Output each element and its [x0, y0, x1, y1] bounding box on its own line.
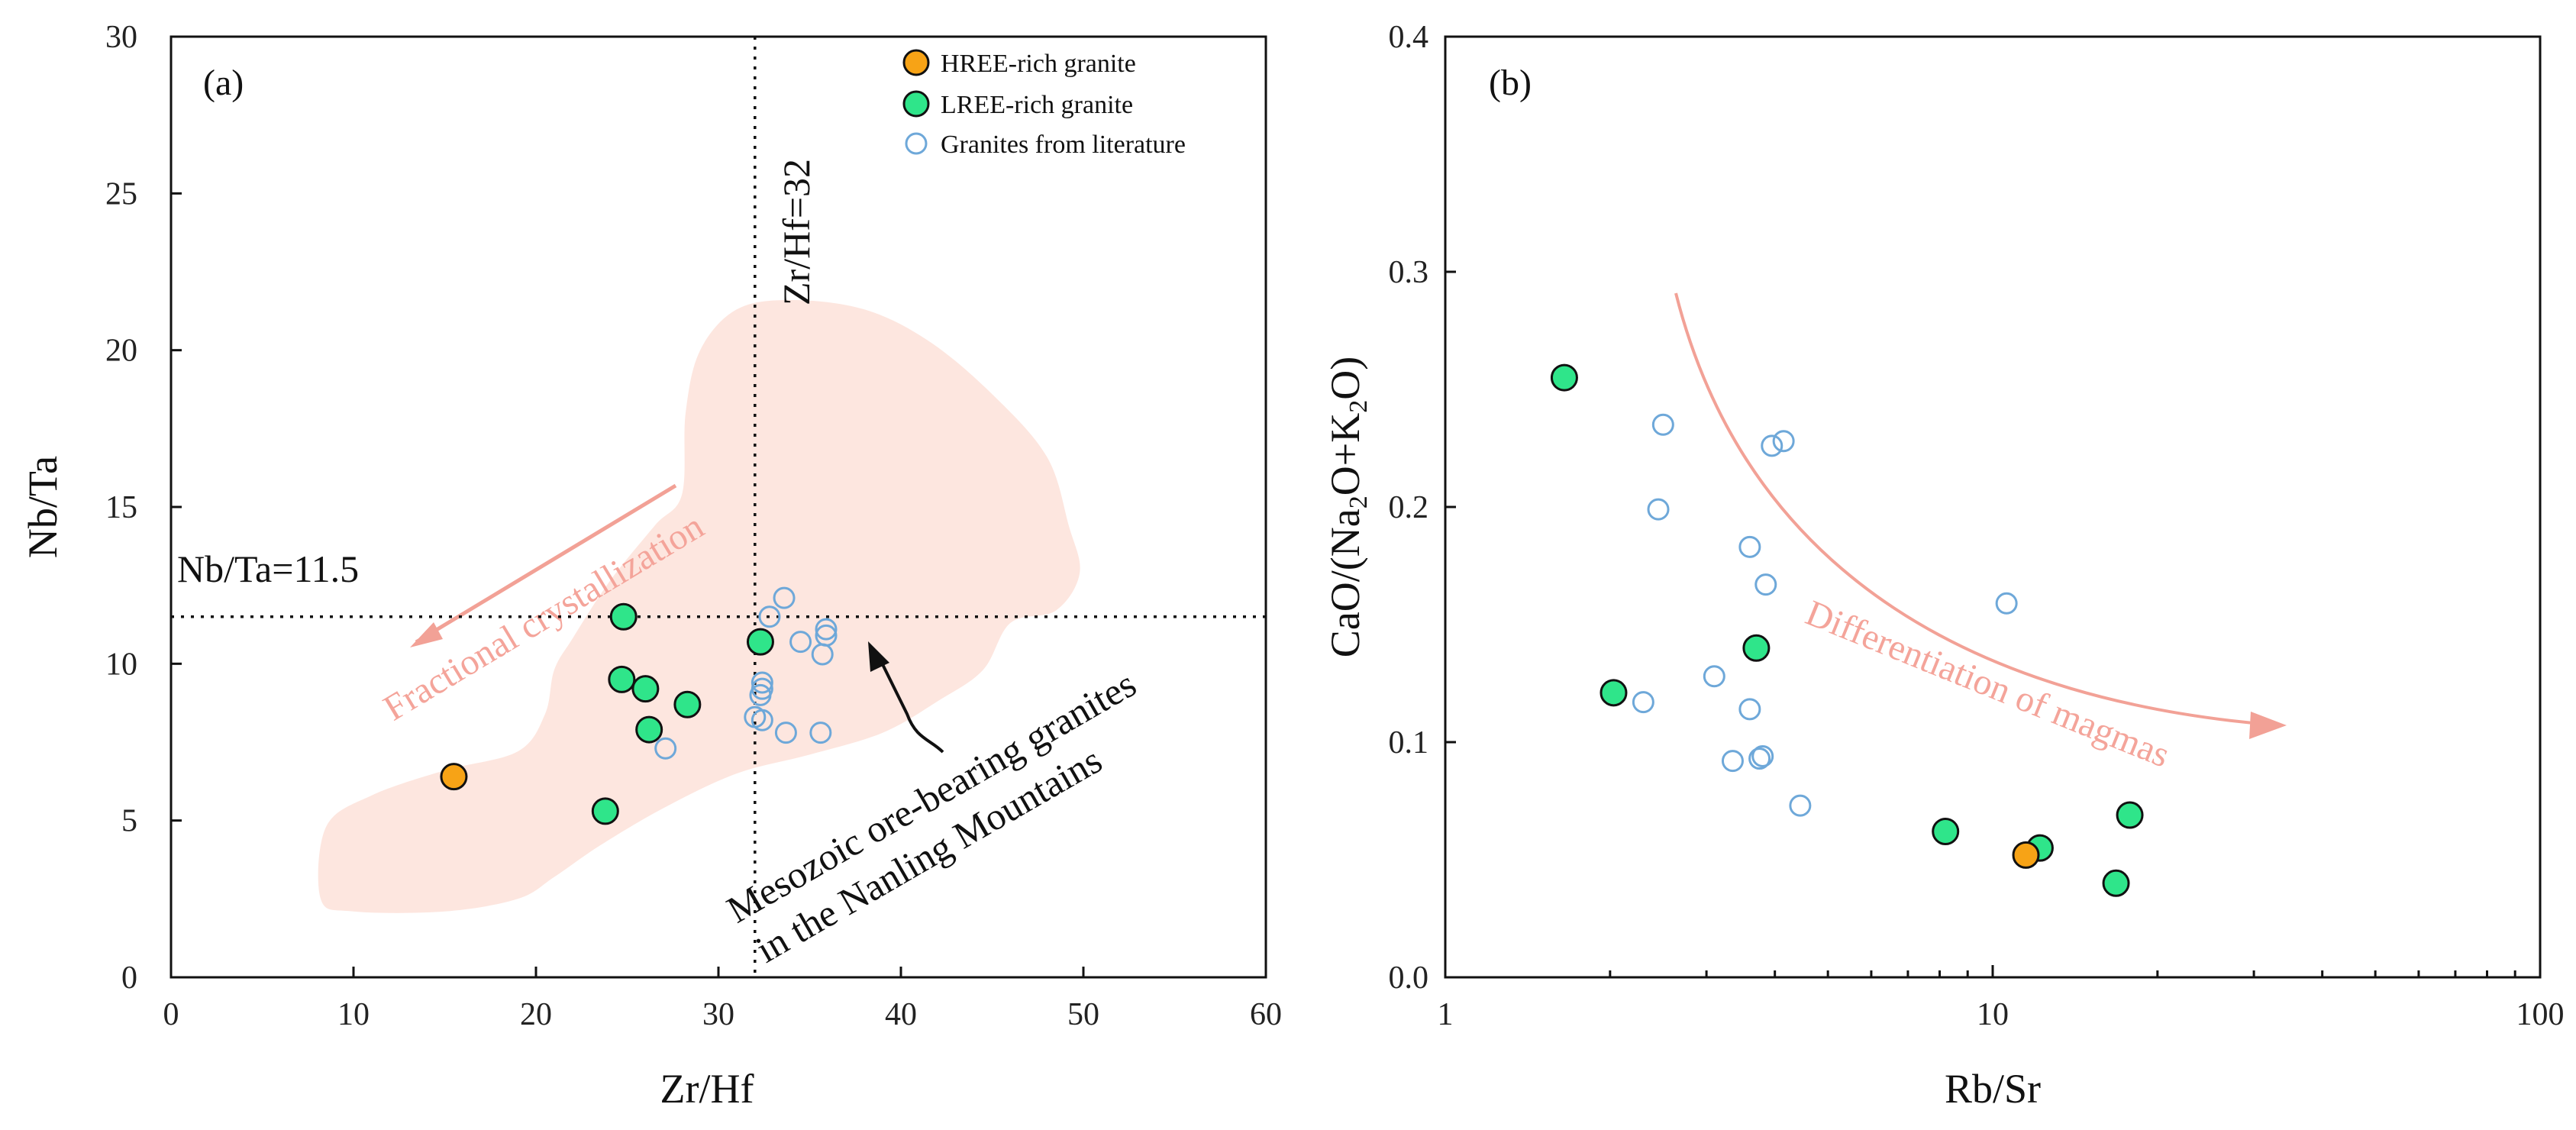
panel-b-lit-point — [1751, 744, 1774, 767]
panel-b-lree-point — [1600, 679, 1628, 707]
panel-b-x-tick-label: 1 — [1438, 997, 1454, 1032]
panel-b-lit-point — [1721, 750, 1744, 773]
panel-b-frame — [1444, 35, 2542, 979]
panel-b-lit-point — [1703, 665, 1725, 688]
panel-a-label: (a) — [203, 63, 244, 103]
field-pointer-arrowhead — [868, 641, 889, 672]
panel-b-points — [1550, 363, 2144, 897]
panel-b-lit-point — [1651, 413, 1674, 436]
panel-b-y-tick-label: 0.4 — [1389, 20, 1429, 55]
panel-a-y-tick-label: 15 — [105, 490, 137, 525]
field-pointer-arrow — [876, 654, 944, 754]
legend-hree-marker — [902, 49, 930, 76]
legend-lree-marker — [902, 90, 930, 118]
panel-b-lit-point — [1789, 794, 1812, 817]
zr-hf-32-label: Zr/Hf=32 — [775, 159, 818, 305]
panel-a-y-tick-label: 25 — [105, 176, 137, 211]
panel-b: Differentiation of magmas 1 10 100 0.0 0.1 0.… — [1322, 20, 2565, 1112]
panel-b-y-tick-label: 0.1 — [1389, 725, 1429, 760]
panel-a-lree-point — [609, 602, 638, 631]
panel-a-y-tick-label: 10 — [105, 647, 137, 682]
panel-b-lit-point — [1647, 498, 1670, 521]
fractional-crystallization-arrowhead — [410, 622, 443, 647]
panel-b-x-axis-title: Rb/Sr — [1945, 1066, 2041, 1112]
panel-b-x-tick-label: 10 — [1977, 997, 2009, 1032]
panel-a-lit-point — [809, 722, 832, 744]
panel-a-points — [440, 586, 838, 825]
panel-a-y-tick-label: 5 — [121, 804, 137, 839]
panel-b-lit-point — [1748, 747, 1771, 770]
differentiation-arrowhead — [2249, 712, 2287, 739]
panel-a-lree-point — [746, 628, 774, 656]
panel-a-lit-point — [815, 618, 838, 641]
nb-ta-11-5-label: Nb/Ta=11.5 — [177, 547, 359, 590]
panel-a-lit-point — [749, 683, 772, 706]
panel-b-lit-point — [1632, 691, 1654, 714]
panel-b-x-tick-label: 100 — [2516, 997, 2565, 1032]
panel-b-lit-point — [1754, 573, 1777, 596]
panel-a-lit-point — [789, 631, 812, 654]
legend-lit-marker — [905, 132, 928, 155]
panel-a-x-tick-label: 20 — [520, 997, 552, 1032]
differentiation-arrow — [1674, 292, 2281, 728]
panel-b-lree-point — [1932, 818, 1960, 846]
panel-a-ticks: 0 10 20 30 40 50 60 0 5 10 15 20 25 30 — [105, 20, 1282, 1032]
differentiation-label: Differentiation of magmas — [1800, 592, 2175, 776]
panel-b-lree-point — [2102, 869, 2130, 897]
panel-b-label: (b) — [1489, 63, 1532, 103]
panel-b-lit-point — [1761, 434, 1784, 457]
panel-b-y-tick-label: 0.2 — [1389, 490, 1429, 525]
panel-b-y-tick-label: 0.0 — [1389, 960, 1429, 996]
panel-b-lree-point — [1550, 363, 1578, 392]
panel-b-lit-point — [1995, 592, 2018, 615]
panel-a-y-tick-label: 30 — [105, 20, 137, 55]
panel-a-lit-point — [774, 722, 797, 744]
panel-a-lree-point — [591, 797, 619, 825]
legend-lree-label: LREE-rich granite — [941, 91, 1133, 119]
panel-b-lree-point — [1742, 634, 1771, 662]
legend: HREE-rich granite LREE-rich granite Gran… — [902, 49, 1186, 159]
panel-b-lree-point — [2116, 801, 2144, 829]
panel-a-x-tick-label: 10 — [337, 997, 370, 1032]
panel-a-x-axis-title: Zr/Hf — [660, 1066, 754, 1112]
panel-b-lit-point — [1772, 430, 1795, 453]
panel-a-y-tick-label: 0 — [121, 960, 137, 996]
panel-a-lree-point — [631, 675, 660, 703]
panel-b-lit-point — [1738, 698, 1761, 721]
panel-a-x-tick-label: 30 — [702, 997, 734, 1032]
panel-a-hree-point — [440, 763, 468, 791]
panel-a-lree-point — [635, 715, 663, 744]
panel-a-x-tick-label: 40 — [885, 997, 917, 1032]
panel-a-lree-point — [673, 690, 702, 718]
panel-a-x-tick-label: 50 — [1067, 997, 1099, 1032]
panel-a-lit-point — [751, 709, 773, 731]
legend-lit-label: Granites from literature — [941, 131, 1186, 159]
nanling-granite-field — [318, 300, 1080, 913]
panel-a: Fractional crystallization Zr/Hf=32 Nb/T… — [20, 20, 1282, 1112]
panel-a-x-tick-label: 60 — [1250, 997, 1282, 1032]
panel-a-lit-point — [654, 737, 677, 760]
panel-b-hree-point — [2012, 841, 2040, 869]
panel-b-y-tick-label: 0.3 — [1389, 255, 1429, 290]
panel-a-lit-point — [758, 605, 781, 628]
panel-a-x-tick-label: 0 — [163, 997, 179, 1032]
panel-b-ticks: 1 10 100 0.0 0.1 0.2 0.3 0.4 — [1389, 20, 2565, 1032]
panel-b-lit-point — [1738, 535, 1761, 558]
panel-a-y-axis-title: Nb/Ta — [20, 456, 66, 558]
panel-b-y-axis-title: CaO/(Na2O+K2O) — [1322, 357, 1373, 657]
panel-a-lit-point — [751, 671, 773, 694]
legend-hree-label: HREE-rich granite — [941, 50, 1136, 78]
panel-a-lit-point — [811, 643, 834, 666]
panel-a-lree-point — [608, 665, 636, 693]
panel-a-y-tick-label: 20 — [105, 334, 137, 369]
panel-a-lit-point — [773, 586, 796, 609]
